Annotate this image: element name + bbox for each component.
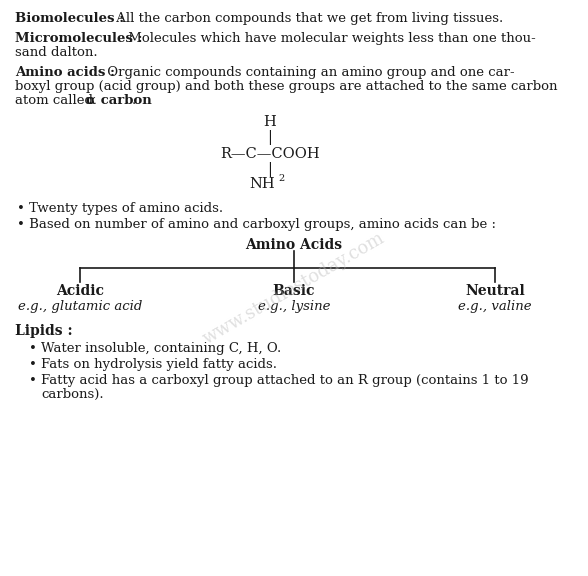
Text: NH: NH (249, 177, 275, 191)
Text: Fats on hydrolysis yield fatty acids.: Fats on hydrolysis yield fatty acids. (41, 358, 277, 371)
Text: H: H (263, 115, 276, 129)
Text: e.g., glutamic acid: e.g., glutamic acid (18, 300, 142, 313)
Text: Lipids :: Lipids : (15, 324, 73, 338)
Text: α carbon: α carbon (86, 94, 152, 107)
Text: Basic: Basic (273, 284, 315, 298)
Text: Micromolecules :: Micromolecules : (15, 32, 142, 45)
Text: •: • (29, 342, 37, 355)
Text: Organic compounds containing an amino group and one car-: Organic compounds containing an amino gr… (103, 66, 514, 79)
Text: Fatty acid has a carboxyl group attached to an R group (contains 1 to 19: Fatty acid has a carboxyl group attached… (41, 374, 529, 387)
Text: • Based on number of amino and carboxyl groups, amino acids can be :: • Based on number of amino and carboxyl … (17, 218, 496, 231)
Text: boxyl group (acid group) and both these groups are attached to the same carbon: boxyl group (acid group) and both these … (15, 80, 557, 93)
Text: All the carbon compounds that we get from living tissues.: All the carbon compounds that we get fro… (112, 12, 503, 25)
Text: Amino Acids: Amino Acids (245, 238, 343, 252)
Text: |: | (268, 162, 272, 177)
Text: sand dalton.: sand dalton. (15, 46, 98, 59)
Text: carbons).: carbons). (41, 388, 103, 401)
Text: .: . (132, 94, 136, 107)
Text: Water insoluble, containing C, H, O.: Water insoluble, containing C, H, O. (41, 342, 281, 355)
Text: e.g., lysine: e.g., lysine (258, 300, 330, 313)
Text: •: • (29, 358, 37, 371)
Text: Molecules which have molecular weights less than one thou-: Molecules which have molecular weights l… (124, 32, 536, 45)
Text: Acidic: Acidic (56, 284, 104, 298)
Text: Neutral: Neutral (465, 284, 525, 298)
Text: atom called: atom called (15, 94, 97, 107)
Text: R—C—COOH: R—C—COOH (220, 147, 320, 161)
Text: Biomolecules :: Biomolecules : (15, 12, 124, 25)
Text: 2: 2 (278, 174, 284, 183)
Text: •: • (29, 374, 37, 387)
Text: e.g., valine: e.g., valine (458, 300, 532, 313)
Text: www.studiestoday.com: www.studiestoday.com (200, 229, 388, 347)
Text: • Twenty types of amino acids.: • Twenty types of amino acids. (17, 202, 223, 215)
Text: |: | (268, 130, 272, 145)
Text: Amino acids :: Amino acids : (15, 66, 115, 79)
